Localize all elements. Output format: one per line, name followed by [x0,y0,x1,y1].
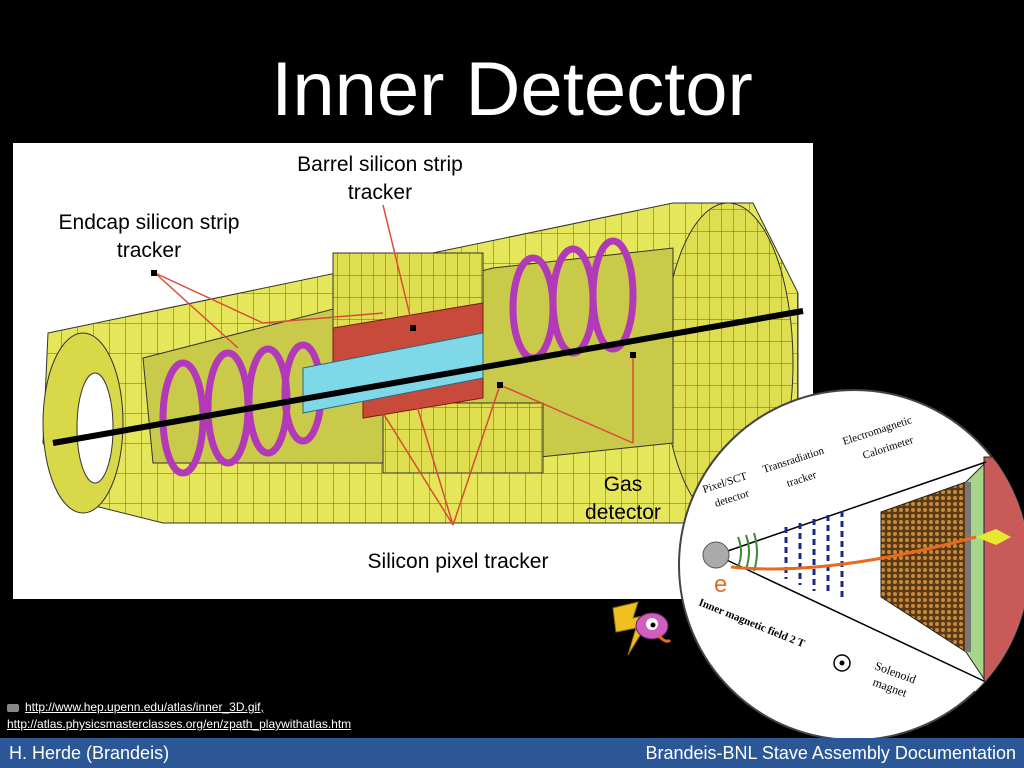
inset-particle-label: e [714,571,727,598]
slide-title: Inner Detector [271,47,753,132]
atlas-mascot-icon [608,600,678,665]
footer-author: H. Herde (Brandeis) [9,743,170,763]
detector-cutaway-drawing [42,202,804,526]
slide-footer: H. Herde (Brandeis) Brandeis-BNL Stave A… [0,738,1024,768]
endcap-sct-label-line2: tracker [116,239,182,262]
barrel-sct-label: Barrel silicon strip tracker [275,151,485,207]
inset-drawing: Pixel/SCT detector Transradiation tracke… [678,389,1024,741]
camera-icon [7,703,19,712]
detector-figure: Barrel silicon strip tracker Endcap sili… [13,143,813,599]
endcap-sct-label-line1: Endcap silicon strip [58,211,240,234]
gas-label-line2: detector [585,501,661,524]
barrel-sct-label-line1: Barrel silicon strip [297,153,463,176]
pixel-tracker-label: Silicon pixel tracker [367,550,549,573]
barrel-sct-label-line2: tracker [347,181,413,204]
credit-link-masterclasses[interactable]: http://atlas.physicsmasterclasses.org/en… [7,717,352,731]
credit-link-upenn[interactable]: http://www.hep.upenn.edu/atlas/inner_3D.… [25,700,264,714]
gas-label-line1: Gas [603,473,643,496]
endcap-sct-label: Endcap silicon strip tracker [33,209,265,265]
image-credits: http://www.hep.upenn.edu/atlas/inner_3D.… [7,699,351,733]
detector-layers-inset: Pixel/SCT detector Transradiation tracke… [676,387,1024,743]
gas-detector-label: Gas detector [573,471,673,527]
footer-deck-title: Brandeis-BNL Stave Assembly Documentatio… [645,743,1016,763]
